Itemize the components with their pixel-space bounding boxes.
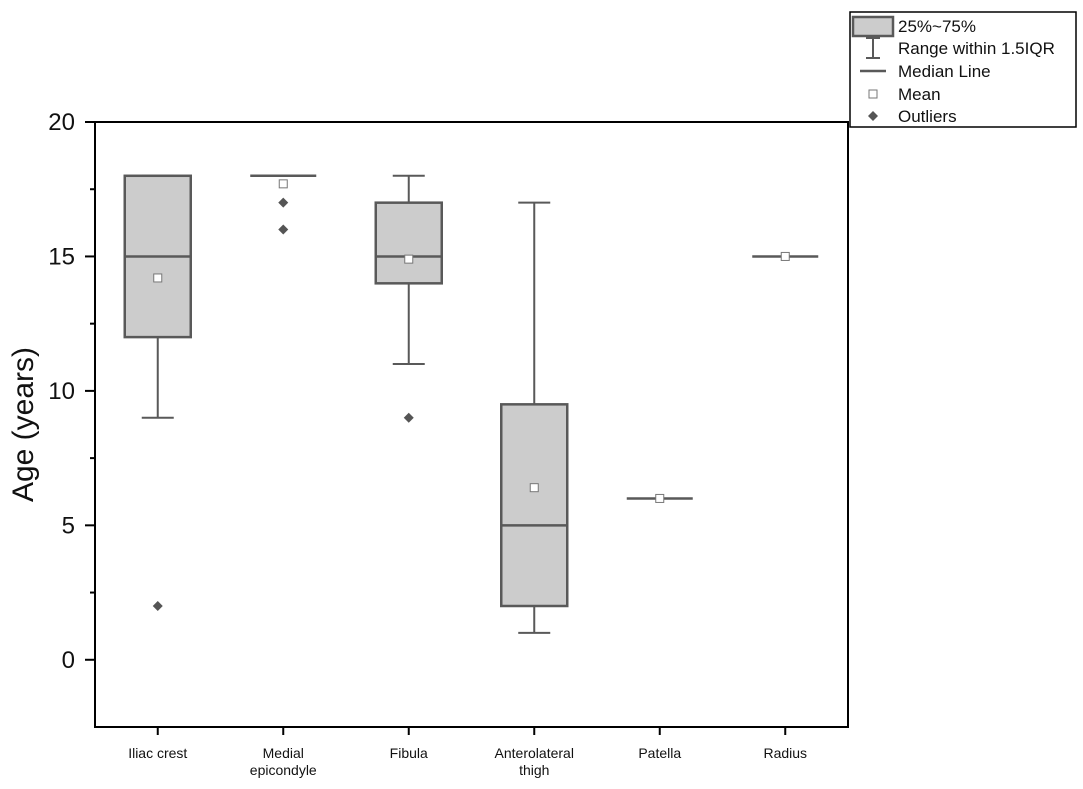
y-tick-label: 0 bbox=[62, 647, 75, 674]
y-tick-label: 20 bbox=[48, 109, 75, 136]
y-tick-label: 15 bbox=[48, 243, 75, 270]
iqr-box bbox=[500, 403, 569, 608]
outlier-point bbox=[278, 197, 289, 208]
x-tick-label: thigh bbox=[519, 762, 549, 778]
mean-marker bbox=[153, 273, 163, 283]
y-axis-label: Age (years) bbox=[7, 347, 40, 502]
box-series bbox=[123, 174, 819, 634]
plot-frame bbox=[94, 121, 849, 728]
box-group bbox=[250, 174, 317, 235]
y-axis: 0 5 10 15 20 bbox=[48, 109, 95, 674]
legend-symbol-mean bbox=[868, 89, 878, 99]
x-tick-label: epicondyle bbox=[250, 762, 317, 778]
mean-marker bbox=[780, 251, 790, 261]
x-tick-label: Anterolateral bbox=[495, 745, 574, 761]
legend-symbol-outliers bbox=[868, 111, 878, 121]
x-tick-label: Patella bbox=[638, 745, 681, 761]
box-group bbox=[374, 174, 443, 423]
mean-marker bbox=[404, 254, 414, 264]
legend-label-mean: Mean bbox=[898, 85, 941, 104]
x-tick-label: Iliac crest bbox=[128, 745, 187, 761]
x-tick-label: Medial bbox=[263, 745, 304, 761]
y-tick-label: 5 bbox=[62, 512, 75, 539]
legend-label-median: Median Line bbox=[898, 62, 991, 81]
x-tick-label: Radius bbox=[763, 745, 807, 761]
box-group bbox=[123, 174, 192, 611]
mean-marker bbox=[655, 493, 665, 503]
box-group bbox=[752, 251, 819, 261]
legend: 25%~75% Range within 1.5IQR Median Line Mea… bbox=[849, 11, 1077, 128]
outlier-point bbox=[152, 601, 163, 611]
mean-marker bbox=[529, 483, 539, 493]
box-group bbox=[500, 201, 569, 634]
legend-symbol-box bbox=[851, 15, 895, 38]
box-group bbox=[626, 493, 693, 503]
legend-label-box: 25%~75% bbox=[898, 17, 976, 36]
legend-label-range: Range within 1.5IQR bbox=[898, 39, 1055, 58]
y-tick-label: 10 bbox=[48, 378, 75, 405]
outlier-point bbox=[278, 224, 289, 235]
mean-marker bbox=[278, 179, 288, 189]
legend-symbol-range bbox=[866, 37, 880, 59]
outlier-point bbox=[403, 412, 414, 423]
legend-label-outliers: Outliers bbox=[898, 107, 957, 126]
x-tick-label: Fibula bbox=[390, 745, 428, 761]
iqr-box bbox=[374, 201, 443, 285]
